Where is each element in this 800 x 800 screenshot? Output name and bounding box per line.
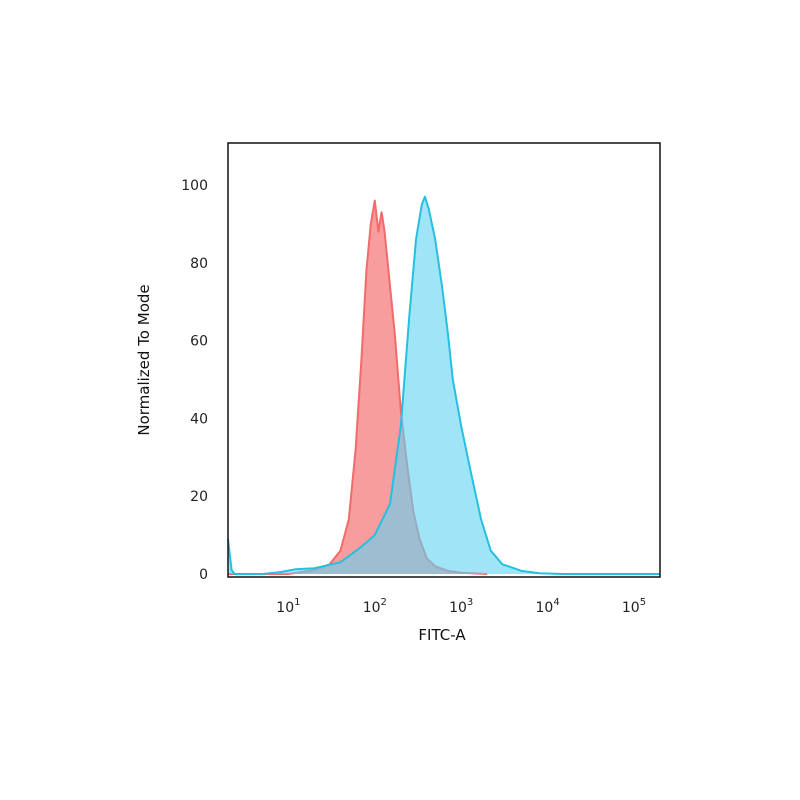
series-1-area: [228, 200, 488, 574]
y-tick-label: 100: [181, 178, 208, 194]
series-2-area: [228, 196, 660, 574]
y-axis-title: Normalized To Mode: [135, 284, 153, 435]
y-tick-label: 20: [190, 489, 208, 505]
x-tick-label: 105: [622, 597, 646, 616]
y-tick-label: 0: [199, 567, 208, 583]
series-2-line: [227, 195, 660, 575]
x-tick-label: 102: [363, 597, 387, 616]
y-tick-label: 60: [190, 334, 208, 350]
plot-frame: [227, 142, 661, 578]
x-tick-label: 104: [535, 597, 559, 616]
x-tick-label: 101: [276, 597, 300, 616]
y-tick-labels: 0 20 40 60 80 100: [181, 178, 208, 583]
x-axis-title: FITC-A: [418, 626, 466, 644]
series-area-layer: [227, 195, 660, 575]
x-tick-labels: 101 102 103 104 105: [276, 597, 646, 616]
y-tick-label: 40: [190, 411, 208, 427]
y-tick-label: 80: [190, 256, 208, 272]
x-tick-label: 103: [449, 597, 473, 616]
